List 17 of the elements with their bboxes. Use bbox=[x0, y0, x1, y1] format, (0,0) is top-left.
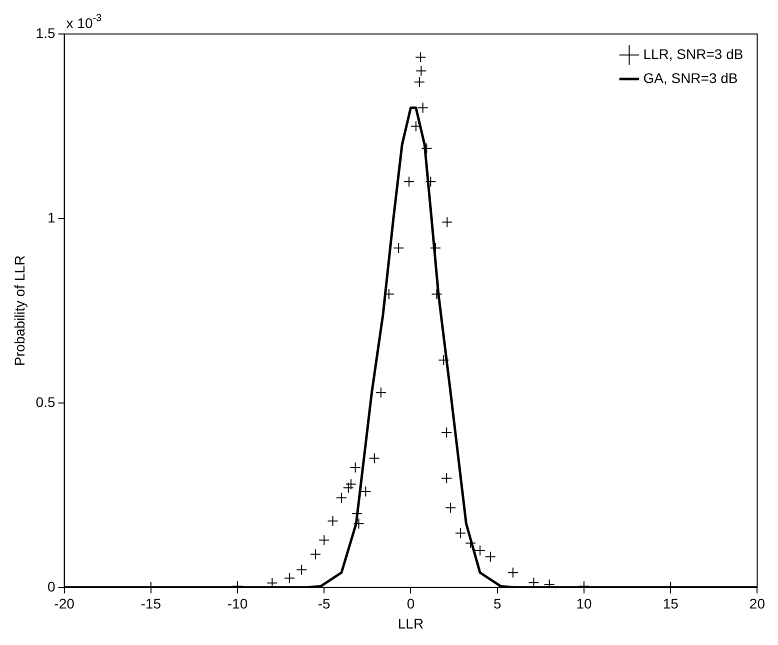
x-tick-label: 20 bbox=[749, 596, 766, 612]
y-axis-title: Probability of LLR bbox=[11, 255, 28, 366]
legend-label: LLR, SNR=3 dB bbox=[643, 46, 744, 62]
x-tick-label: -15 bbox=[140, 596, 162, 612]
y-tick-label: 0 bbox=[47, 578, 56, 594]
x-tick-label: 15 bbox=[662, 596, 679, 612]
x-tick-label: -20 bbox=[54, 596, 75, 612]
legend-label: GA, SNR=3 dB bbox=[643, 70, 738, 86]
y-tick-label: 1.5 bbox=[36, 24, 56, 41]
x-tick-label: 0 bbox=[406, 596, 415, 612]
x-tick-label: 5 bbox=[493, 596, 502, 612]
y-tick-label: 0.5 bbox=[36, 394, 56, 410]
y-tick-label: 1 bbox=[47, 209, 56, 226]
x-tick-label: -5 bbox=[318, 596, 331, 612]
x-tick-label: -10 bbox=[227, 596, 248, 612]
x-axis-title: LLR bbox=[398, 615, 424, 632]
x-tick-label: 10 bbox=[576, 596, 592, 612]
